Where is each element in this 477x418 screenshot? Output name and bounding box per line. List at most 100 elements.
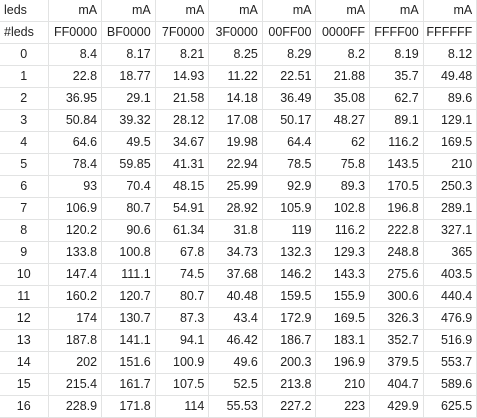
cell[interactable]: 25.99 (208, 175, 263, 198)
cell[interactable]: 22.51 (261, 65, 317, 88)
cell[interactable]: 21.58 (154, 87, 210, 110)
cell[interactable]: mA (315, 0, 371, 22)
cell[interactable]: 54.91 (154, 197, 210, 220)
cell[interactable]: 22.8 (47, 65, 103, 88)
cell[interactable]: 36.49 (261, 87, 317, 110)
cell[interactable]: 41.31 (154, 153, 210, 176)
cell[interactable]: mA (261, 0, 317, 22)
cell[interactable]: 80.7 (154, 285, 210, 308)
cell[interactable]: 200.3 (261, 351, 317, 374)
cell[interactable]: 553.7 (422, 351, 477, 374)
cell[interactable]: 8.12 (422, 43, 477, 66)
row-label-cell[interactable]: leds (0, 0, 49, 22)
cell[interactable]: mA (208, 0, 263, 22)
cell[interactable]: 40.48 (208, 285, 263, 308)
cell[interactable]: 187.8 (47, 329, 103, 352)
cell[interactable]: 93 (47, 175, 103, 198)
cell[interactable]: mA (154, 0, 210, 22)
cell[interactable]: 116.2 (369, 131, 424, 154)
cell[interactable]: 143.5 (369, 153, 424, 176)
cell[interactable]: 11.22 (208, 65, 263, 88)
cell[interactable]: 159.5 (261, 285, 317, 308)
cell[interactable]: 210 (422, 153, 477, 176)
cell[interactable]: 132.3 (261, 241, 317, 264)
row-label-cell[interactable]: 0 (0, 43, 49, 66)
cell[interactable]: 119 (261, 219, 317, 242)
cell[interactable]: 78.5 (261, 153, 317, 176)
row-label-cell[interactable]: 14 (0, 351, 49, 374)
cell[interactable]: 90.6 (101, 219, 156, 242)
cell[interactable]: 228.9 (47, 395, 103, 418)
row-label-cell[interactable]: 8 (0, 219, 49, 242)
cell[interactable]: 18.77 (101, 65, 156, 88)
cell[interactable]: 70.4 (101, 175, 156, 198)
cell[interactable]: 8.4 (47, 43, 103, 66)
cell[interactable]: 94.1 (154, 329, 210, 352)
cell[interactable]: 202 (47, 351, 103, 374)
cell[interactable]: 92.9 (261, 175, 317, 198)
cell[interactable]: 89.1 (369, 109, 424, 132)
row-label-cell[interactable]: 12 (0, 307, 49, 330)
cell[interactable]: 43.4 (208, 307, 263, 330)
cell[interactable]: 100.8 (101, 241, 156, 264)
cell[interactable]: 625.5 (422, 395, 477, 418)
cell[interactable]: 222.8 (369, 219, 424, 242)
cell[interactable]: 352.7 (369, 329, 424, 352)
cell[interactable]: 171.8 (101, 395, 156, 418)
cell[interactable]: 21.88 (315, 65, 371, 88)
cell[interactable]: 100.9 (154, 351, 210, 374)
cell[interactable]: 404.7 (369, 373, 424, 396)
cell[interactable]: 146.2 (261, 263, 317, 286)
cell[interactable]: 161.7 (101, 373, 156, 396)
cell[interactable]: 116.2 (315, 219, 371, 242)
cell[interactable]: FFFF00 (369, 21, 424, 44)
cell[interactable]: 87.3 (154, 307, 210, 330)
cell[interactable]: 120.2 (47, 219, 103, 242)
cell[interactable]: 37.68 (208, 263, 263, 286)
cell[interactable]: 143.3 (315, 263, 371, 286)
cell[interactable]: 111.1 (101, 263, 156, 286)
cell[interactable]: 327.1 (422, 219, 477, 242)
cell[interactable]: 52.5 (208, 373, 263, 396)
cell[interactable]: 14.18 (208, 87, 263, 110)
row-label-cell[interactable]: 4 (0, 131, 49, 154)
cell[interactable]: 120.7 (101, 285, 156, 308)
cell[interactable]: 129.3 (315, 241, 371, 264)
cell[interactable]: 151.6 (101, 351, 156, 374)
cell[interactable]: 215.4 (47, 373, 103, 396)
cell[interactable]: 78.4 (47, 153, 103, 176)
cell[interactable]: 227.2 (261, 395, 317, 418)
cell[interactable]: 50.84 (47, 109, 103, 132)
cell[interactable]: 210 (315, 373, 371, 396)
cell[interactable]: 114 (154, 395, 210, 418)
cell[interactable]: 186.7 (261, 329, 317, 352)
cell[interactable]: 67.8 (154, 241, 210, 264)
cell[interactable]: 174 (47, 307, 103, 330)
cell[interactable]: 223 (315, 395, 371, 418)
cell[interactable]: mA (101, 0, 156, 22)
cell[interactable]: 19.98 (208, 131, 263, 154)
cell[interactable]: 62.7 (369, 87, 424, 110)
cell[interactable]: mA (422, 0, 477, 22)
cell[interactable]: FF0000 (47, 21, 103, 44)
cell[interactable]: 213.8 (261, 373, 317, 396)
cell[interactable]: 75.8 (315, 153, 371, 176)
cell[interactable]: 589.6 (422, 373, 477, 396)
cell[interactable]: 300.6 (369, 285, 424, 308)
row-label-cell[interactable]: 1 (0, 65, 49, 88)
cell[interactable]: 34.73 (208, 241, 263, 264)
cell[interactable]: 64.6 (47, 131, 103, 154)
cell[interactable]: 248.8 (369, 241, 424, 264)
cell[interactable]: 379.5 (369, 351, 424, 374)
cell[interactable]: 50.17 (261, 109, 317, 132)
cell[interactable]: 183.1 (315, 329, 371, 352)
cell[interactable]: 48.15 (154, 175, 210, 198)
cell[interactable]: 275.6 (369, 263, 424, 286)
cell[interactable]: 89.3 (315, 175, 371, 198)
cell[interactable]: 250.3 (422, 175, 477, 198)
cell[interactable]: 49.5 (101, 131, 156, 154)
cell[interactable]: 17.08 (208, 109, 263, 132)
cell[interactable]: 61.34 (154, 219, 210, 242)
cell[interactable]: 35.7 (369, 65, 424, 88)
cell[interactable]: 64.4 (261, 131, 317, 154)
